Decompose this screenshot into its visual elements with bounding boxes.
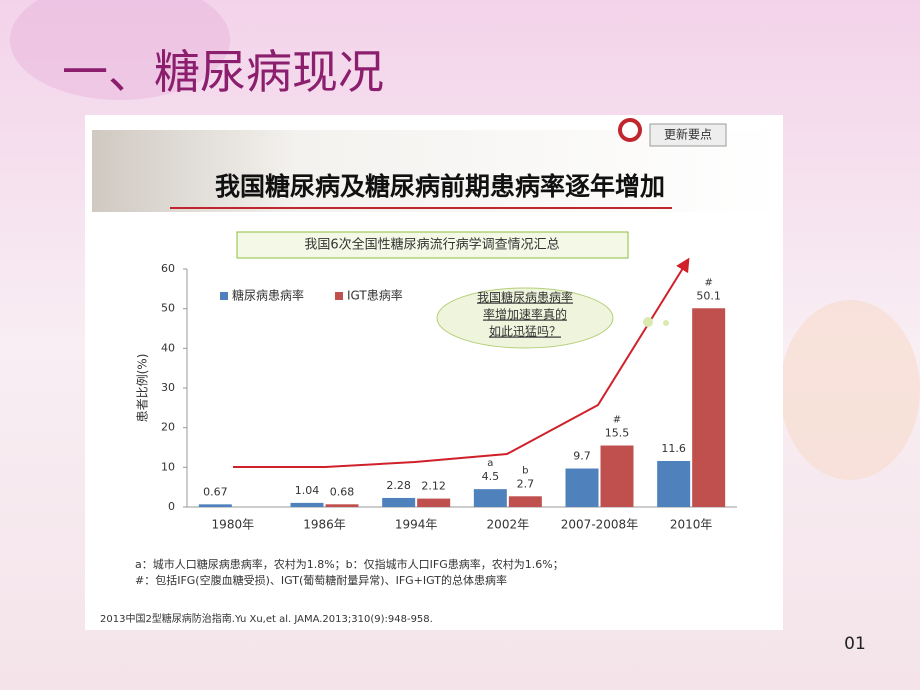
- badge: 更新要点: [664, 127, 712, 142]
- bar: [198, 504, 232, 507]
- value-label: 0.68: [330, 485, 355, 498]
- x-tick-label: 2010年: [670, 518, 713, 532]
- flower-decoration: [780, 300, 920, 480]
- callout-text: 我国糖尿病患病率: [477, 290, 573, 305]
- value-label: 2.28: [386, 479, 411, 492]
- y-tick-label: 50: [161, 302, 175, 315]
- reference: 2013中国2型糖尿病防治指南.Yu Xu,et al. JAMA.2013;3…: [100, 612, 433, 625]
- bar: [600, 445, 634, 507]
- bar: [325, 504, 359, 507]
- y-tick-label: 30: [161, 381, 175, 394]
- bar: [508, 496, 542, 507]
- bar: [565, 468, 599, 507]
- y-axis-label: 患者比例(%): [136, 354, 150, 423]
- x-tick-label: 1994年: [395, 518, 438, 532]
- footnote: a：城市人口糖尿病患病率，农村为1.8%；b：仅指城市人口IFG患病率，农村为1…: [135, 557, 564, 571]
- bar-note: #: [613, 415, 621, 426]
- legend-swatch: [335, 292, 343, 300]
- callout-text: 率增加速率真的: [483, 307, 567, 322]
- y-tick-label: 0: [168, 500, 175, 513]
- chart-title: 我国糖尿病及糖尿病前期患病率逐年增加: [215, 172, 665, 201]
- value-label: 9.7: [573, 450, 591, 463]
- target-icon: [618, 118, 642, 142]
- value-label: 2.12: [421, 480, 446, 493]
- value-label: 2.7: [517, 477, 535, 490]
- bar: [382, 497, 416, 507]
- bar: [290, 502, 324, 507]
- value-label: 4.5: [482, 470, 500, 483]
- callout-text: 如此迅猛吗？: [489, 324, 561, 339]
- y-tick-label: 40: [161, 341, 175, 354]
- y-tick-label: 10: [161, 460, 175, 473]
- y-tick-label: 20: [161, 421, 175, 434]
- y-tick-label: 60: [161, 262, 175, 275]
- value-label: 0.67: [203, 485, 228, 498]
- x-tick-label: 1986年: [303, 518, 346, 532]
- bar-note: b: [522, 465, 528, 476]
- footnote: #：包括IFG(空腹血糖受损)、IGT(葡萄糖耐量异常)、IFG+IGT的总体患…: [135, 573, 507, 587]
- callout-cloud: [436, 287, 614, 349]
- value-label: 11.6: [661, 442, 686, 455]
- x-tick-label: 1980年: [212, 518, 255, 532]
- page-number: 01: [844, 634, 866, 654]
- flower-decoration: [10, 0, 230, 100]
- bar-note: #: [704, 277, 712, 288]
- legend-swatch: [220, 292, 228, 300]
- value-label: 50.1: [696, 289, 721, 302]
- trend-arrow: [233, 257, 690, 468]
- x-tick-label: 2002年: [487, 518, 530, 532]
- legend-label: 糖尿病患病率: [232, 288, 304, 303]
- chart-subtitle: 我国6次全国性糖尿病流行病学调查情况汇总: [304, 237, 559, 253]
- slide-title: 一、糖尿病现况: [62, 45, 384, 99]
- bar-note: a: [487, 458, 493, 469]
- value-label: 15.5: [605, 427, 630, 440]
- bar: [692, 308, 726, 507]
- bar: [657, 460, 691, 507]
- badge-box: [649, 123, 727, 147]
- callout-dot: [663, 320, 669, 326]
- callout-dot: [643, 317, 653, 327]
- bar: [473, 489, 507, 507]
- x-tick-label: 2007-2008年: [561, 518, 638, 532]
- value-label: 1.04: [295, 484, 320, 497]
- subtitle-box: [236, 231, 629, 259]
- bar: [417, 498, 451, 507]
- legend-label: IGT患病率: [347, 288, 403, 303]
